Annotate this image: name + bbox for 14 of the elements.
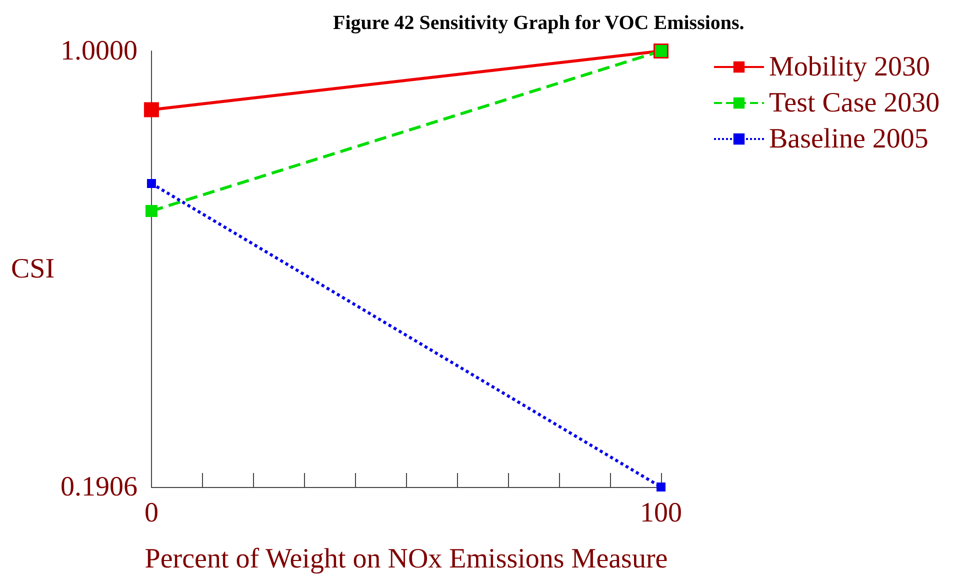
legend-label: Baseline 2005 (769, 124, 928, 154)
legend-label: Mobility 2030 (769, 52, 930, 82)
point (144, 102, 159, 118)
point (146, 179, 156, 188)
x-axis-title: Percent of Weight on NOx Emissions Measure (144, 544, 668, 574)
legend-label: Test Case 2030 (769, 88, 940, 118)
point (656, 482, 666, 492)
chart-title: Figure 42 Sensitivity Graph for VOC Emissions. (333, 12, 744, 34)
x-tick-label: 0 (144, 498, 158, 528)
y-axis-title: CSI (10, 254, 55, 284)
x-tick-label: 100 (640, 498, 682, 528)
y-tick-label: 0.1906 (60, 472, 138, 502)
point (145, 204, 158, 217)
y-tick-label: 1.0000 (60, 36, 138, 66)
